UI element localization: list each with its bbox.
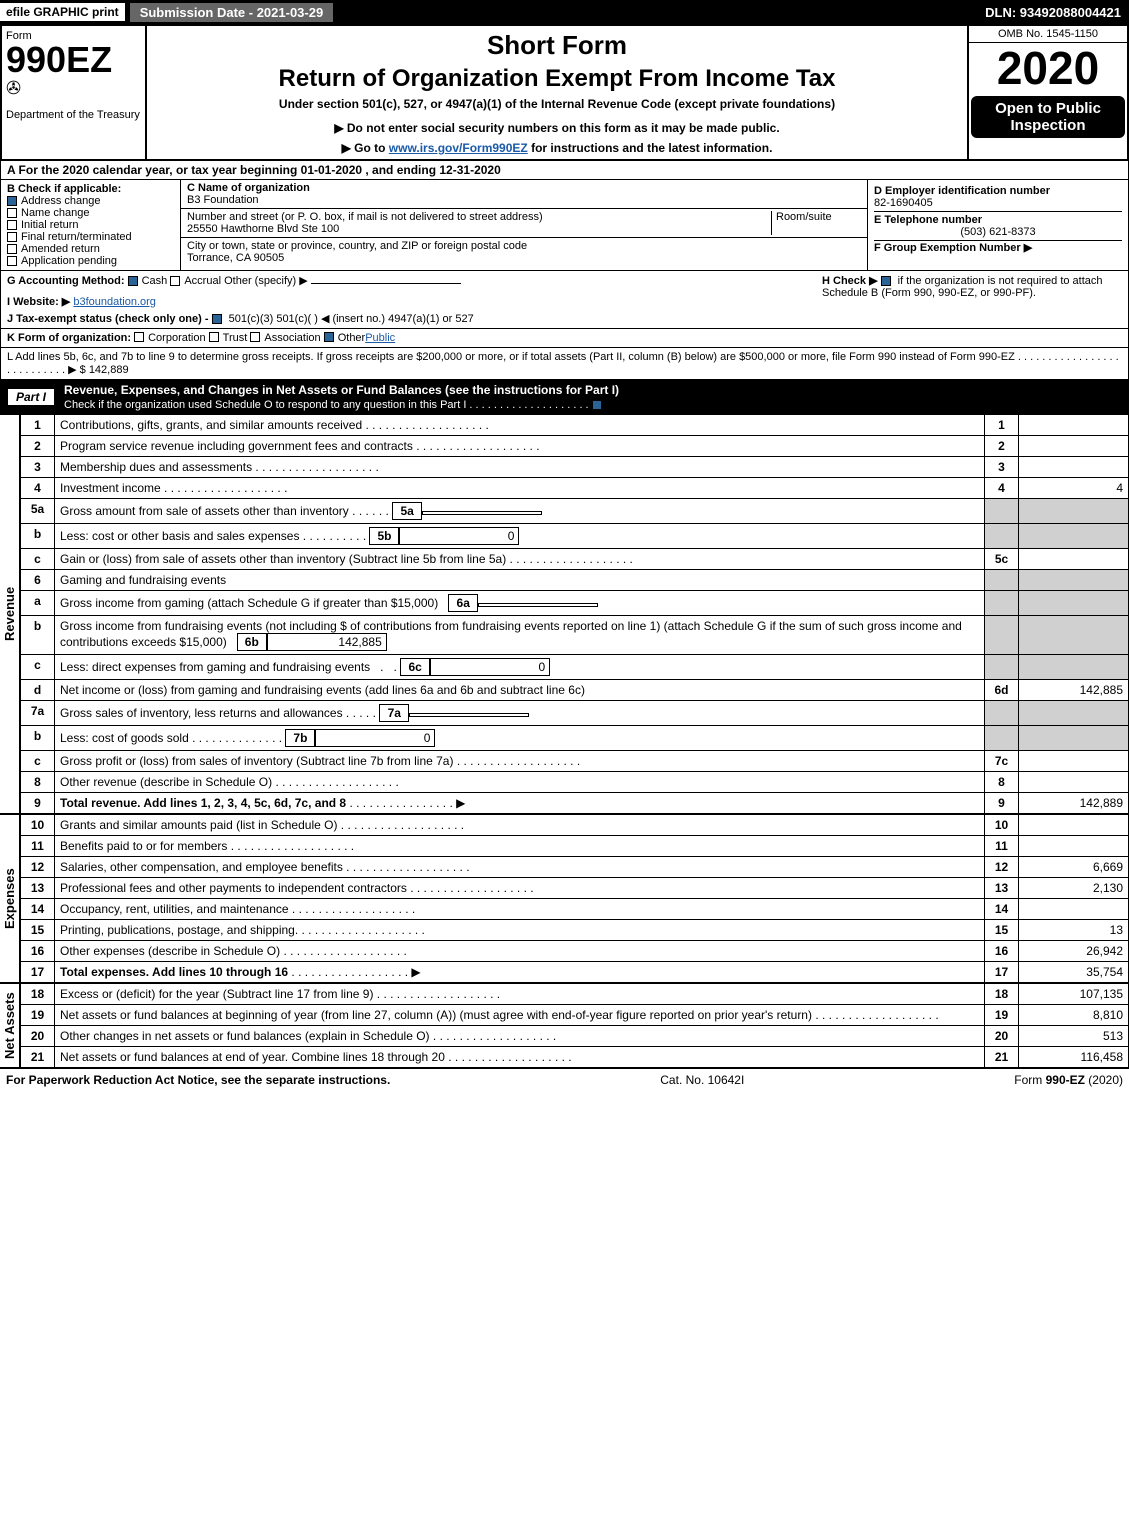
goto-post: for instructions and the latest informat… <box>528 141 773 155</box>
ein-label: D Employer identification number <box>874 185 1050 197</box>
goto-line: ▶ Go to www.irs.gov/Form990EZ for instru… <box>151 141 963 155</box>
chk-pending[interactable]: Application pending <box>7 255 174 267</box>
footer-cat: Cat. No. 10642I <box>390 1073 1014 1087</box>
website-link[interactable]: b3foundation.org <box>73 296 156 308</box>
expenses-side-label: Expenses <box>0 814 20 983</box>
top-bar: efile GRAPHIC print Submission Date - 20… <box>0 0 1129 24</box>
open-public-badge: Open to Public Inspection <box>971 96 1125 138</box>
section-k: K Form of organization: Corporation Trus… <box>0 329 1129 348</box>
part-i-header: Part I Revenue, Expenses, and Changes in… <box>0 380 1129 414</box>
g-other: Other (specify) ▶ <box>224 275 308 287</box>
part-check-line: Check if the organization used Schedule … <box>64 399 606 411</box>
room-label: Room/suite <box>771 211 861 235</box>
netassets-table: 18Excess or (deficit) for the year (Subt… <box>20 983 1129 1068</box>
other-org-value[interactable]: Public <box>365 332 395 344</box>
tax-year: 2020 <box>969 43 1127 94</box>
year-line-a: A For the 2020 calendar year, or tax yea… <box>0 161 1129 180</box>
chk-assoc[interactable] <box>250 332 260 342</box>
street-label: Number and street (or P. O. box, if mail… <box>187 211 543 223</box>
subtitle: Under section 501(c), 527, or 4947(a)(1)… <box>151 97 963 111</box>
street-value: 25550 Hawthorne Blvd Ste 100 <box>187 223 339 235</box>
box-d-e-f: D Employer identification number82-16904… <box>868 180 1128 270</box>
chk-address[interactable]: Address change <box>7 195 174 207</box>
goto-pre: ▶ Go to <box>342 141 389 155</box>
city-label: City or town, state or province, country… <box>187 240 527 252</box>
box-b-label: B Check if applicable: <box>7 183 174 195</box>
dln-label: DLN: 93492088004421 <box>977 3 1129 22</box>
line-num: 1 <box>21 415 55 436</box>
footer-right: Form 990-EZ (2020) <box>1014 1073 1123 1087</box>
tel-label: E Telephone number <box>874 214 982 226</box>
submission-date: Submission Date - 2021-03-29 <box>129 2 335 23</box>
part-label: Part I <box>8 389 54 405</box>
city-value: Torrance, CA 90505 <box>187 252 284 264</box>
short-form-title: Short Form <box>151 30 963 61</box>
form-header: Form 990EZ ✇ Department of the Treasury … <box>0 24 1129 161</box>
line-text: Contributions, gifts, grants, and simila… <box>55 415 985 436</box>
revenue-block: Revenue 1Contributions, gifts, grants, a… <box>0 414 1129 814</box>
j-label: J Tax-exempt status (check only one) - <box>7 313 212 325</box>
section-l: L Add lines 5b, 6c, and 7b to line 9 to … <box>0 348 1129 380</box>
h-label: H Check ▶ <box>822 275 878 287</box>
line-amount <box>1019 415 1129 436</box>
tel-value: (503) 621-8373 <box>874 226 1122 238</box>
i-label: I Website: ▶ <box>7 296 70 308</box>
chk-trust[interactable] <box>209 332 219 342</box>
j-opts: 501(c)(3) 501(c)( ) ◀ (insert no.) 4947(… <box>229 313 474 325</box>
irs-link[interactable]: www.irs.gov/Form990EZ <box>389 141 528 155</box>
page-footer: For Paperwork Reduction Act Notice, see … <box>0 1068 1129 1091</box>
box-b: B Check if applicable: Address change Na… <box>1 180 181 270</box>
chk-name[interactable]: Name change <box>7 207 174 219</box>
footer-left: For Paperwork Reduction Act Notice, see … <box>6 1073 390 1087</box>
omb-number: OMB No. 1545-1150 <box>969 26 1127 43</box>
ein-value: 82-1690405 <box>874 197 933 209</box>
expenses-table: 10Grants and similar amounts paid (list … <box>20 814 1129 983</box>
chk-final[interactable]: Final return/terminated <box>7 231 174 243</box>
g-label: G Accounting Method: <box>7 275 125 287</box>
dept-label: Department of the Treasury <box>6 109 141 121</box>
other-specify-input[interactable] <box>311 283 461 284</box>
netassets-side-label: Net Assets <box>0 983 20 1068</box>
main-title: Return of Organization Exempt From Incom… <box>151 65 963 93</box>
chk-amended[interactable]: Amended return <box>7 243 174 255</box>
chk-corp[interactable] <box>134 332 144 342</box>
revenue-side-label: Revenue <box>0 414 20 814</box>
ssn-warning: ▶ Do not enter social security numbers o… <box>151 121 963 135</box>
revenue-table: 1Contributions, gifts, grants, and simil… <box>20 414 1129 814</box>
section-ghij: G Accounting Method: Cash Accrual Other … <box>0 271 1129 329</box>
irs-seal-icon: ✇ <box>6 78 141 99</box>
netassets-block: Net Assets 18Excess or (deficit) for the… <box>0 983 1129 1068</box>
chk-sched-b[interactable] <box>881 276 891 286</box>
entity-info-block: B Check if applicable: Address change Na… <box>0 180 1129 271</box>
name-label: C Name of organization <box>187 182 310 194</box>
chk-initial[interactable]: Initial return <box>7 219 174 231</box>
chk-501c3[interactable] <box>212 314 222 324</box>
part-title: Revenue, Expenses, and Changes in Net As… <box>64 383 619 397</box>
expenses-block: Expenses 10Grants and similar amounts pa… <box>0 814 1129 983</box>
box-c: C Name of organization B3 Foundation Num… <box>181 180 868 270</box>
efile-label[interactable]: efile GRAPHIC print <box>0 3 125 21</box>
k-label: K Form of organization: <box>7 332 131 344</box>
group-label: F Group Exemption Number ▶ <box>874 242 1032 254</box>
org-name: B3 Foundation <box>187 194 259 206</box>
form-number: 990EZ <box>6 42 141 78</box>
chk-schedule-o[interactable] <box>592 400 602 410</box>
chk-other-org[interactable] <box>324 332 334 342</box>
chk-cash[interactable] <box>128 276 138 286</box>
chk-accrual[interactable] <box>170 276 180 286</box>
